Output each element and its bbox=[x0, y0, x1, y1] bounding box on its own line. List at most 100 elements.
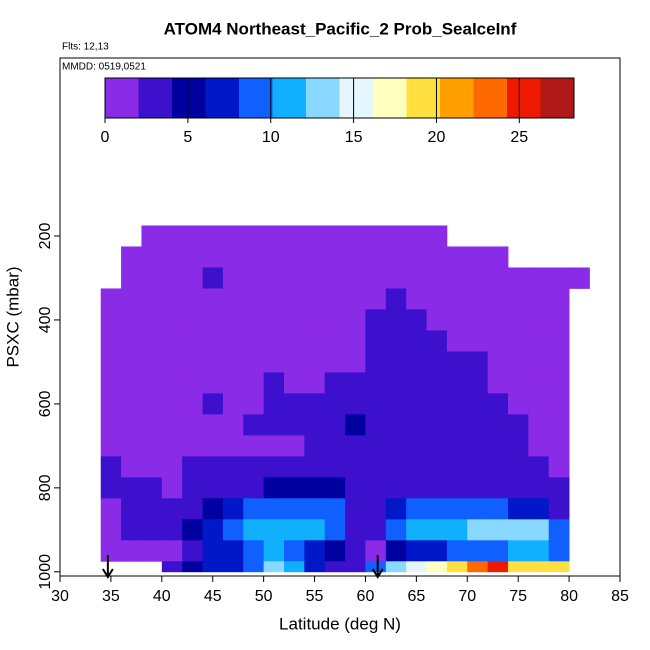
colorbar-swatch bbox=[239, 78, 273, 118]
heat-cell bbox=[304, 540, 326, 562]
heat-cell bbox=[385, 456, 407, 478]
heat-cell bbox=[263, 414, 285, 436]
heat-cell bbox=[365, 351, 387, 373]
heat-cell bbox=[324, 561, 346, 573]
heat-cell bbox=[426, 540, 448, 562]
heat-cell bbox=[345, 393, 366, 415]
heat-cell bbox=[365, 225, 387, 247]
x-tick-label: 70 bbox=[458, 588, 476, 605]
colorbar-swatch bbox=[473, 78, 508, 118]
heat-cell bbox=[161, 372, 183, 394]
heat-cell bbox=[263, 498, 285, 520]
heat-cell bbox=[365, 330, 387, 352]
heat-cell bbox=[202, 477, 224, 499]
heat-cell bbox=[528, 540, 550, 562]
heat-cell bbox=[548, 351, 570, 373]
heat-cell bbox=[365, 414, 387, 436]
heat-cell bbox=[202, 456, 224, 478]
heat-cell bbox=[345, 288, 366, 310]
heat-cell bbox=[446, 330, 468, 352]
heat-cell bbox=[508, 267, 529, 289]
heat-cell bbox=[304, 435, 326, 457]
heat-cell bbox=[100, 456, 122, 478]
heat-cell bbox=[345, 267, 366, 289]
colorbar-swatch bbox=[172, 78, 206, 118]
heat-cell bbox=[161, 225, 183, 247]
heat-cell bbox=[467, 519, 489, 541]
heat-cell bbox=[202, 414, 224, 436]
heat-cell bbox=[528, 435, 550, 457]
heat-cell bbox=[508, 330, 529, 352]
heat-cell bbox=[121, 477, 142, 499]
heat-cell bbox=[304, 351, 326, 373]
x-tick-label: 80 bbox=[560, 588, 578, 605]
heat-cell bbox=[182, 519, 203, 541]
colorbar-swatch bbox=[205, 78, 240, 118]
heat-cell bbox=[446, 393, 468, 415]
heat-cell bbox=[548, 561, 570, 573]
heat-cell bbox=[406, 372, 427, 394]
y-tick-label: 200 bbox=[37, 223, 54, 250]
colorbar-tick-label: 25 bbox=[510, 129, 528, 146]
heat-cell bbox=[406, 393, 427, 415]
heat-cell bbox=[508, 393, 529, 415]
heat-cell bbox=[100, 372, 122, 394]
heat-cell bbox=[222, 561, 244, 573]
heat-cell bbox=[467, 540, 489, 562]
heat-cell bbox=[304, 393, 326, 415]
heat-cell bbox=[182, 351, 203, 373]
heat-cell bbox=[243, 540, 265, 562]
heat-cell bbox=[100, 393, 122, 415]
heat-cell bbox=[406, 351, 427, 373]
heat-cell bbox=[385, 393, 407, 415]
heat-cell bbox=[263, 330, 285, 352]
heat-cell bbox=[182, 561, 203, 573]
heat-cell bbox=[304, 330, 326, 352]
x-tick-label: 40 bbox=[153, 588, 171, 605]
heat-cell bbox=[324, 372, 346, 394]
heat-cell bbox=[446, 498, 468, 520]
heat-cell bbox=[508, 477, 529, 499]
heat-cell bbox=[487, 372, 509, 394]
heat-cell bbox=[345, 330, 366, 352]
heat-cell bbox=[528, 309, 550, 331]
heat-cell bbox=[487, 456, 509, 478]
heat-cell bbox=[406, 498, 427, 520]
heat-cell bbox=[324, 267, 346, 289]
heat-cell bbox=[467, 246, 489, 268]
heat-cell bbox=[385, 540, 407, 562]
heat-cell bbox=[324, 288, 346, 310]
heat-cell bbox=[100, 414, 122, 436]
heat-cell bbox=[528, 498, 550, 520]
heat-cell bbox=[528, 519, 550, 541]
heat-cell bbox=[548, 456, 570, 478]
heat-cell bbox=[385, 309, 407, 331]
heat-cell bbox=[365, 498, 387, 520]
heat-cell bbox=[243, 288, 265, 310]
heat-cell bbox=[304, 414, 326, 436]
heat-cell bbox=[161, 540, 183, 562]
heat-cell bbox=[202, 393, 224, 415]
colorbar-tick-label: 15 bbox=[345, 129, 363, 146]
arrow-head bbox=[102, 568, 114, 579]
heat-cell bbox=[446, 519, 468, 541]
heat-cell bbox=[284, 435, 305, 457]
heat-cell bbox=[304, 456, 326, 478]
heat-cell bbox=[345, 435, 366, 457]
heat-cell bbox=[467, 330, 489, 352]
heat-cell bbox=[426, 309, 448, 331]
heat-cell bbox=[345, 561, 366, 573]
heat-cell bbox=[263, 309, 285, 331]
heat-cell bbox=[548, 477, 570, 499]
heat-cell bbox=[385, 519, 407, 541]
heat-cell bbox=[385, 414, 407, 436]
colorbar-swatch bbox=[306, 78, 340, 118]
x-tick-label: 65 bbox=[407, 588, 425, 605]
heat-cell bbox=[222, 393, 244, 415]
heat-cell bbox=[141, 498, 163, 520]
heat-cell bbox=[548, 309, 570, 331]
heat-cell bbox=[182, 498, 203, 520]
heat-cell bbox=[385, 498, 407, 520]
heat-cell bbox=[121, 267, 142, 289]
heat-cell bbox=[528, 561, 550, 573]
